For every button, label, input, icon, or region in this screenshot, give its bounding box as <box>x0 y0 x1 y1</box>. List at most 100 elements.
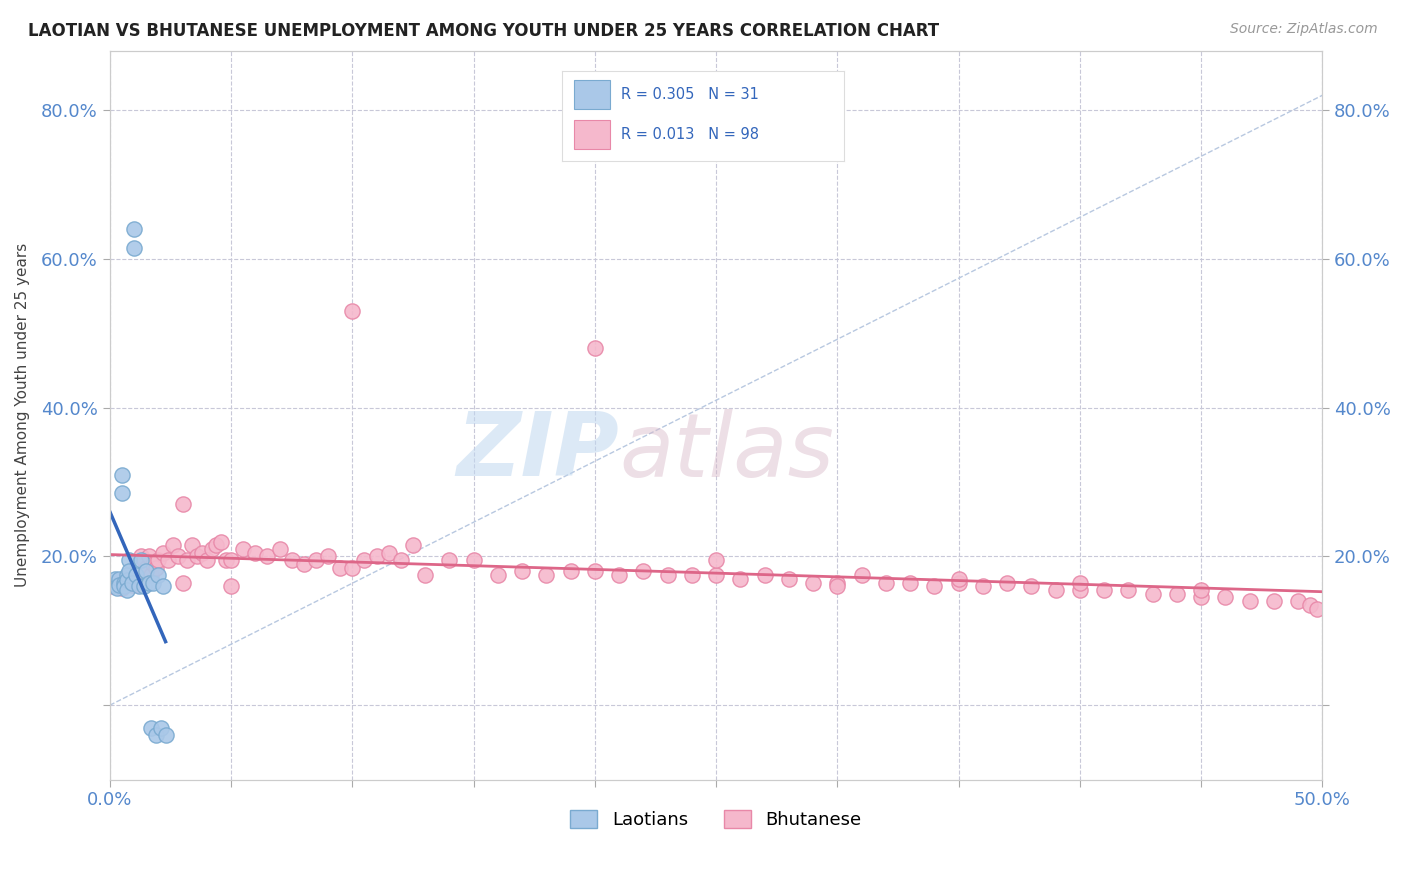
Point <box>1116 582 1139 597</box>
Point <box>342 560 364 574</box>
Point <box>132 553 155 567</box>
Text: LAOTIAN VS BHUTANESE UNEMPLOYMENT AMONG YOUTH UNDER 25 YEARS CORRELATION CHART: LAOTIAN VS BHUTANESE UNEMPLOYMENT AMONG … <box>28 22 939 40</box>
Point <box>329 560 352 574</box>
Point <box>730 572 752 586</box>
Point <box>145 728 167 742</box>
Point <box>108 572 131 586</box>
Point <box>172 575 194 590</box>
Point <box>1299 598 1322 612</box>
Point <box>353 553 375 567</box>
Point <box>108 578 131 592</box>
Point <box>305 553 328 567</box>
Point <box>118 574 141 588</box>
Point <box>112 572 135 586</box>
Point <box>292 557 315 571</box>
Point <box>463 553 485 567</box>
Point <box>101 579 124 593</box>
Point <box>105 578 128 592</box>
Point <box>115 575 138 590</box>
Point <box>1263 594 1285 608</box>
Point <box>1069 575 1091 590</box>
Point <box>121 578 143 592</box>
Text: Source: ZipAtlas.com: Source: ZipAtlas.com <box>1230 22 1378 37</box>
Point <box>924 579 946 593</box>
Point <box>122 222 145 236</box>
Point <box>245 546 267 560</box>
Point <box>195 553 218 567</box>
Point <box>142 557 165 571</box>
Point <box>681 568 703 582</box>
Point <box>118 565 141 579</box>
Point <box>536 568 558 582</box>
Point <box>138 549 160 564</box>
Point <box>111 467 134 482</box>
Point <box>402 538 425 552</box>
Point <box>172 497 194 511</box>
Point <box>186 549 208 564</box>
Point <box>342 304 364 318</box>
Point <box>972 579 994 593</box>
Point <box>256 549 278 564</box>
Point <box>875 575 897 590</box>
Point <box>162 538 184 552</box>
Point <box>366 549 388 564</box>
Point <box>219 579 242 593</box>
Point <box>128 579 150 593</box>
Point <box>1142 587 1164 601</box>
Point <box>205 538 228 552</box>
Point <box>413 568 436 582</box>
Point <box>1092 582 1115 597</box>
Point <box>510 565 533 579</box>
Legend: Laotians, Bhutanese: Laotians, Bhutanese <box>564 803 869 836</box>
Point <box>135 565 157 579</box>
Point <box>191 546 214 560</box>
Point <box>115 574 138 588</box>
Point <box>166 549 188 564</box>
Point <box>1189 582 1212 597</box>
Point <box>115 568 138 582</box>
Point <box>827 575 849 590</box>
Point <box>111 486 134 500</box>
Point <box>139 721 162 735</box>
Point <box>156 553 179 567</box>
Point <box>104 572 127 586</box>
Point <box>633 565 655 579</box>
Point <box>948 575 970 590</box>
Point <box>1286 594 1309 608</box>
Point <box>131 549 153 564</box>
Point <box>1306 601 1329 615</box>
Point <box>851 568 873 582</box>
Point <box>132 579 155 593</box>
Point <box>215 553 238 567</box>
Point <box>152 579 174 593</box>
Point <box>108 574 131 588</box>
Point <box>995 575 1018 590</box>
Point <box>583 565 606 579</box>
Point <box>583 341 606 355</box>
Point <box>128 578 150 592</box>
Point <box>121 575 143 590</box>
Point <box>280 553 302 567</box>
Text: atlas: atlas <box>619 409 834 494</box>
Point <box>105 581 128 595</box>
Point <box>486 568 509 582</box>
FancyBboxPatch shape <box>574 80 610 109</box>
Point <box>1069 582 1091 597</box>
Point <box>219 553 242 567</box>
Point <box>316 549 339 564</box>
Text: R = 0.013   N = 98: R = 0.013 N = 98 <box>621 128 759 142</box>
Point <box>122 241 145 255</box>
Point <box>898 575 921 590</box>
Point <box>176 553 198 567</box>
Point <box>704 568 727 582</box>
Point <box>827 579 849 593</box>
Y-axis label: Unemployment Among Youth under 25 years: Unemployment Among Youth under 25 years <box>15 243 30 587</box>
Point <box>209 534 232 549</box>
Point <box>131 553 153 567</box>
Point <box>607 568 630 582</box>
FancyBboxPatch shape <box>574 120 610 149</box>
Point <box>704 553 727 567</box>
Point <box>155 728 177 742</box>
Point <box>1166 587 1188 601</box>
Point <box>139 568 162 582</box>
